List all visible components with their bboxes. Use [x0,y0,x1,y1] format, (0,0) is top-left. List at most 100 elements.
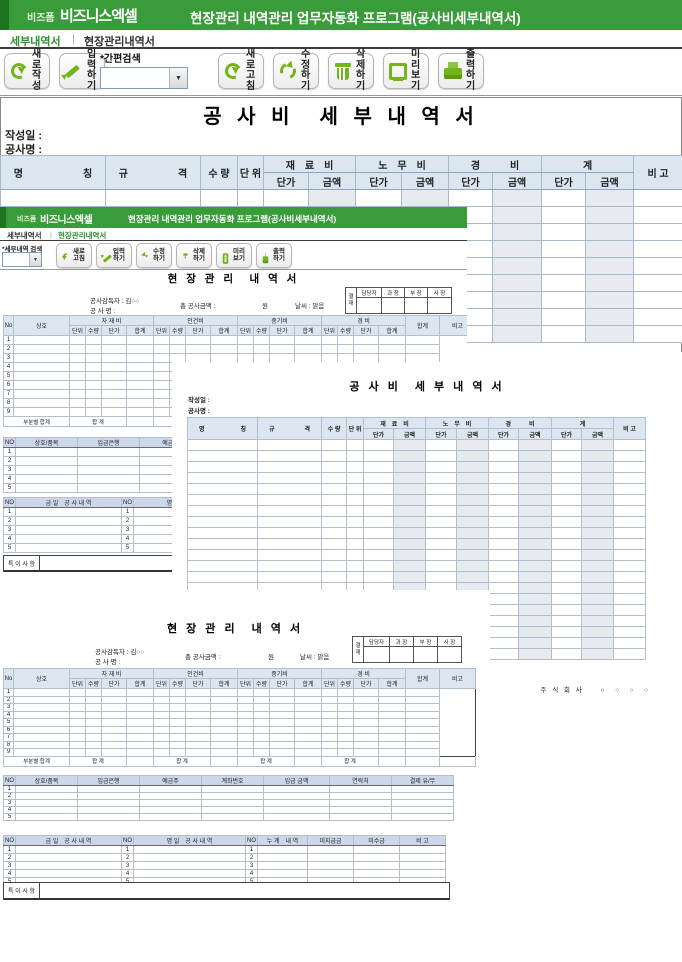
group-total: 계 [551,417,615,429]
grid-cell[interactable] [448,189,494,207]
group-expense: 경 비 [321,668,407,679]
toolbar-button[interactable]: 입력 하기 [59,49,105,91]
grid-cell[interactable] [492,206,543,224]
sub-qty: 수량 [169,678,187,689]
toolbar-button[interactable]: 출력 하기 [438,49,484,91]
grid-cell[interactable] [492,291,543,309]
row-number: 2 [3,456,16,466]
grid-cell[interactable] [541,206,587,224]
grid-cell[interactable] [585,325,635,343]
sub-price: 단가 [101,678,127,689]
grid-cell[interactable] [633,308,682,326]
grid-cell[interactable] [633,257,682,275]
group-equipment: 중기비 [237,668,323,679]
group-labor: 인건비 [153,315,239,326]
grid-cell[interactable] [492,308,543,326]
approval-col: 사 장 [437,636,462,647]
group-expense: 경 비 [487,417,553,429]
grid-cell[interactable] [0,189,106,207]
grid-cell[interactable] [492,223,543,241]
grid-cell[interactable] [633,274,682,292]
grid-cell[interactable] [263,189,309,207]
table-row [187,494,647,506]
toolbar-button[interactable]: 새로 작성 [4,49,50,91]
col-partner: 상호 [13,315,70,336]
grid-cell[interactable] [541,291,587,309]
tab-site-statement[interactable]: 현장관리내역서 [84,36,155,48]
sub-amount: 금액 [393,428,426,440]
grid-cell[interactable] [492,274,543,292]
grid-cell[interactable] [237,189,264,207]
col-name: 명 칭 [0,155,106,190]
row-number: 2 [3,853,16,862]
table-row [187,538,647,550]
grid-cell[interactable] [585,308,635,326]
grid-cell[interactable] [633,206,682,224]
subtotal-sum: 합 계 [237,755,296,767]
grid-cell[interactable] [105,189,201,207]
grid-cell[interactable] [585,274,635,292]
table-row [187,505,647,517]
row-number: 2 [121,853,134,862]
grid-cell[interactable] [541,308,587,326]
toolbar-button[interactable]: 미리 보기 [383,49,429,91]
mini-toolbar-button: 삭제 하기 [176,243,212,268]
col-spec: 규 격 [257,417,322,440]
grid-cell[interactable] [541,189,587,207]
col-contact: 연락처 [329,775,392,786]
mini-dropdown-arrow-icon: ▼ [29,253,41,266]
grid-cell[interactable] [585,189,635,207]
sub-amount: 금액 [456,428,489,440]
grid-cell[interactable] [541,257,587,275]
grid-cell[interactable] [633,189,682,207]
grid-cell[interactable] [200,189,238,207]
sub-sum: 합계 [378,678,407,689]
grid-cell[interactable] [633,223,682,241]
grid-cell[interactable] [492,189,543,207]
quick-search-select[interactable]: ▼ [100,67,188,89]
grid-cell[interactable] [633,325,682,343]
grid-cell[interactable] [307,189,357,207]
toolbar-button[interactable]: 삭제 하기 [328,49,374,91]
row-number: 3 [3,861,16,870]
grid-cell[interactable] [541,223,587,241]
col-partner-item: 상호/품목 [15,775,78,786]
subtotal-row: 부분별 합계 합 계 합 계 합 계 합 계 [3,755,477,767]
col-paid: 결제 유/무 [391,775,454,786]
col-no: NO [121,835,134,846]
dropdown-arrow-icon[interactable]: ▼ [169,68,187,88]
grid-cell[interactable] [541,274,587,292]
grid-cell[interactable] [355,189,403,207]
table-row [187,527,647,539]
grid-cell[interactable] [585,257,635,275]
nav-bar: 세부내역서 | 현장관리내역서 [0,30,682,49]
col-today-work: 금 일 공 사 내 역 [15,497,122,508]
toolbar-icon [8,60,30,82]
grid-cell[interactable] [492,325,543,343]
grid-cell[interactable] [401,189,450,207]
grid-cell[interactable] [541,240,587,258]
sub-sum: 합계 [378,325,407,336]
sub-unit: 단위 [237,325,255,336]
grid-cell[interactable] [633,240,682,258]
grid-cell[interactable] [541,325,587,343]
grid-cell[interactable] [492,240,543,258]
grid-cell[interactable] [633,291,682,309]
approval-col: 담당자 [356,287,382,298]
subtotal-sum: 합 계 [321,755,380,767]
grid-cell[interactable] [585,291,635,309]
grid-cell[interactable] [585,206,635,224]
mini-toolbar-icon [261,251,269,264]
tab-detail-statement[interactable]: 세부내역서 [10,36,61,48]
grid-cell[interactable] [492,257,543,275]
mini-toolbar-icon [61,251,69,259]
app-header: 비즈폼 비즈니스엑셀 현장관리 내역관리 업무자동화 프로그램(공사비세부내역서… [0,0,682,30]
table-row: 2 [3,792,454,800]
toolbar-button[interactable]: 수정 하기 [273,49,319,91]
mini-bizform-logo: 비즈폼 [17,216,37,223]
row-number: 4 [3,869,16,878]
row-number: 6 [3,380,14,390]
grid-cell[interactable] [585,223,635,241]
grid-cell[interactable] [585,240,635,258]
toolbar-button[interactable]: 새로 고침 [218,49,264,91]
